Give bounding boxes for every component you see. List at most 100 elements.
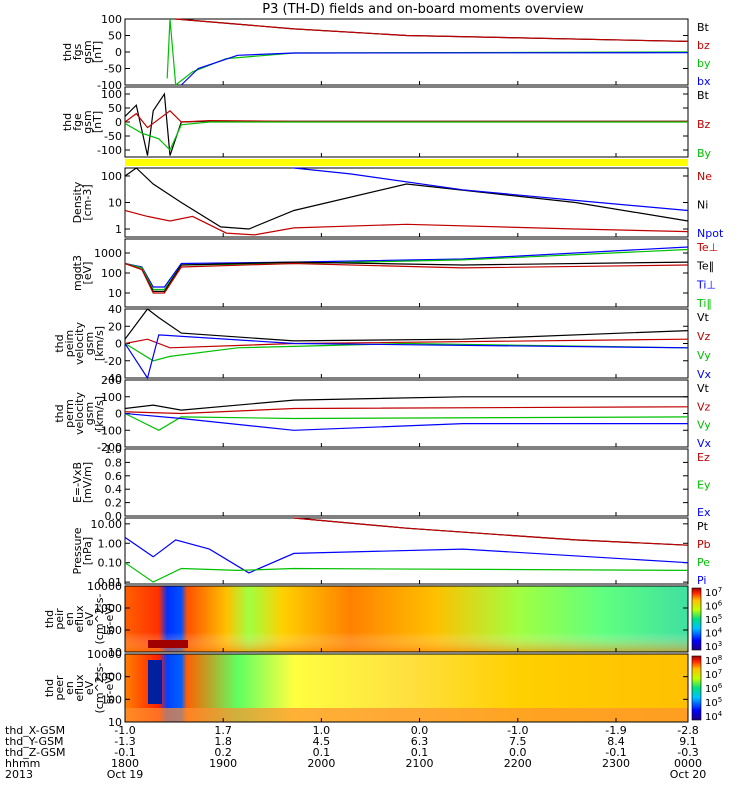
y-axis-label: sr-eV) [103, 672, 116, 704]
y-tick-label: 1.00 [98, 537, 123, 550]
panel-pressure: 10.00 1.00 0.10 0.01 Pressure[nPa] Pt Pb Pe Pi [71, 517, 711, 589]
y-axis-label: eV [83, 611, 96, 626]
y-tick-label: 0.6 [105, 470, 123, 483]
legend-entry: Vy [697, 419, 711, 432]
ephemeris-value: -0.3 [677, 746, 698, 759]
y-axis-label: thd [43, 679, 56, 697]
y-axis-label: (cm^2-s- [93, 663, 106, 714]
ephemeris-value: -1.3 [114, 735, 135, 748]
ephemeris-value: 2000 [307, 757, 335, 770]
legend-entry: Te⊥ [696, 241, 718, 254]
series-line-Vt [124, 396, 688, 411]
y-axis-label: [km/s] [93, 326, 106, 361]
y-axis-label: eV [83, 680, 96, 695]
legend-entry: bx [697, 75, 711, 88]
ephemeris-value: 0.2 [214, 746, 232, 759]
y-tick-label: 10 [108, 716, 122, 729]
y-tick-label: 0 [115, 46, 122, 59]
y-tick-label: 100 [101, 391, 122, 404]
panel-density: 100 10 1 Density[cm-3] Ne Ni Npot [71, 167, 724, 240]
y-tick-label: 0.10 [98, 557, 123, 570]
y-axis-label: [mV/m] [81, 462, 94, 503]
legend-entry: Ez [697, 451, 710, 464]
y-axis-label: Density [71, 181, 84, 223]
ephemeris-label: thd_X-GSM [5, 724, 65, 737]
ephemeris-value: 9.1 [679, 735, 697, 748]
ephemeris-value: 7.5 [509, 735, 527, 748]
y-axis-label: sr-eV) [103, 603, 116, 635]
colorbar [691, 587, 702, 651]
series-line-by [166, 18, 689, 87]
colorbar [691, 655, 702, 721]
colorbar-tick-label: 107 [705, 668, 722, 681]
panel-frame [124, 517, 689, 585]
series-line-Pe [124, 562, 689, 583]
legend-entry: Vz [697, 400, 711, 413]
ephemeris-value: 2100 [406, 757, 434, 770]
legend-entry: Pi [697, 574, 706, 587]
panel-frame [124, 238, 689, 308]
ephemeris-value: 1.8 [214, 735, 232, 748]
y-axis-label: peer [53, 675, 66, 701]
y-axis-label: gsm [83, 402, 96, 425]
y-axis-label: gsm [81, 40, 94, 63]
series-line-bx [180, 52, 689, 86]
series-line-Pt [293, 517, 689, 546]
y-tick-label: 0.8 [105, 456, 123, 469]
y-axis-label: [nT] [91, 111, 104, 133]
y-axis-label: velocity [73, 392, 86, 435]
y-axis-label: gsm [83, 332, 96, 355]
panel-frame [124, 448, 689, 517]
y-tick-label: 100 [101, 267, 122, 280]
ephemeris-value: 0.1 [411, 746, 429, 759]
heatmap-gap [148, 660, 162, 704]
series-line-Vt [124, 308, 689, 342]
series-line-Pi [124, 536, 689, 574]
ephemeris-value: 2300 [602, 757, 630, 770]
legend-entry: Vx [697, 437, 712, 450]
panel-frame [124, 653, 689, 723]
y-tick-label: 1000 [94, 671, 122, 684]
y-axis-label: [km/s] [93, 396, 106, 431]
y-axis-label: eflux [73, 605, 86, 633]
y-tick-label: 0.4 [105, 483, 123, 496]
y-axis-label: mgdt3 [71, 255, 84, 291]
ephemeris-value: -1.0 [507, 724, 528, 737]
y-tick-label: 0.01 [98, 576, 123, 589]
series-line-Ni [124, 167, 689, 230]
y-tick-label: 1 [115, 223, 122, 236]
y-tick-label: -50 [104, 63, 122, 76]
ephemeris-label: 2013 [5, 768, 33, 781]
ephemeris-value: 0.0 [509, 746, 527, 759]
legend-entry: Ni [697, 199, 708, 212]
ephemeris-value: 1.7 [214, 724, 232, 737]
y-axis-label: [nPa] [81, 537, 94, 565]
ephemeris-value: 6.3 [411, 735, 429, 748]
series-line-Ti‖ [124, 248, 689, 291]
series-line-By [124, 121, 688, 152]
y-axis-label: peir [53, 608, 66, 630]
y-tick-label: 0.0 [105, 510, 123, 523]
legend-entry: by [697, 57, 711, 70]
ephemeris-label: thd_Z-GSM [5, 746, 65, 759]
y-tick-label: 0 [115, 116, 122, 129]
series-line-Pb [293, 517, 689, 546]
ephemeris-value: 8.4 [607, 735, 625, 748]
y-tick-label: 50 [108, 30, 122, 43]
y-tick-label: -100 [97, 144, 122, 157]
y-tick-label: 10 [108, 287, 122, 300]
y-tick-label: 10000 [87, 580, 122, 593]
series-line-Vy [124, 412, 689, 431]
y-tick-label: 100 [101, 693, 122, 706]
series-line-Vz [124, 338, 689, 349]
y-tick-label: 200 [101, 374, 122, 387]
y-axis-label: fgs [71, 43, 84, 60]
heatmap-band [125, 708, 688, 722]
colorbar-tick-label: 104 [705, 627, 723, 640]
heatmap-band [148, 640, 188, 648]
y-axis-label: [eV] [81, 262, 94, 285]
y-axis-label: fge [71, 113, 84, 131]
